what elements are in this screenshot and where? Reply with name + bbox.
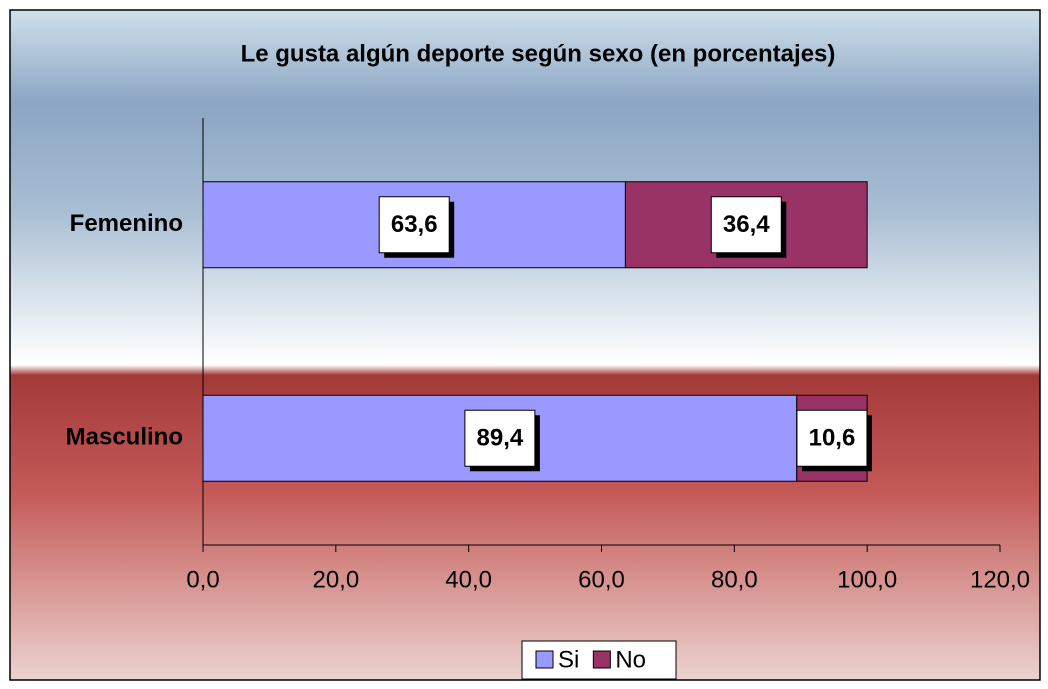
- chart-title: Le gusta algún deporte según sexo (en po…: [241, 40, 836, 67]
- x-tick-label: 20,0: [312, 566, 359, 593]
- legend-swatch: [535, 650, 554, 669]
- label-box: [378, 196, 450, 254]
- label-box: [464, 409, 536, 467]
- x-tick-label: 100,0: [837, 566, 897, 593]
- legend-label: No: [615, 646, 646, 673]
- label-box: [796, 409, 868, 467]
- data-label: 89,4: [477, 425, 524, 452]
- data-label: 36,4: [723, 211, 770, 238]
- x-tick-label: 120,0: [970, 566, 1030, 593]
- data-label: 10,6: [809, 425, 856, 452]
- label-box: [710, 196, 782, 254]
- legend-swatch: [592, 650, 611, 669]
- legend-label: Si: [558, 646, 579, 673]
- x-tick-label: 0,0: [186, 566, 219, 593]
- y-tick-label: Masculino: [66, 424, 183, 451]
- x-tick-label: 60,0: [578, 566, 625, 593]
- x-tick-label: 80,0: [711, 566, 758, 593]
- chart-area: [9, 9, 1041, 681]
- y-tick-label: Femenino: [70, 210, 183, 237]
- data-label: 63,6: [391, 211, 438, 238]
- x-tick-label: 40,0: [445, 566, 492, 593]
